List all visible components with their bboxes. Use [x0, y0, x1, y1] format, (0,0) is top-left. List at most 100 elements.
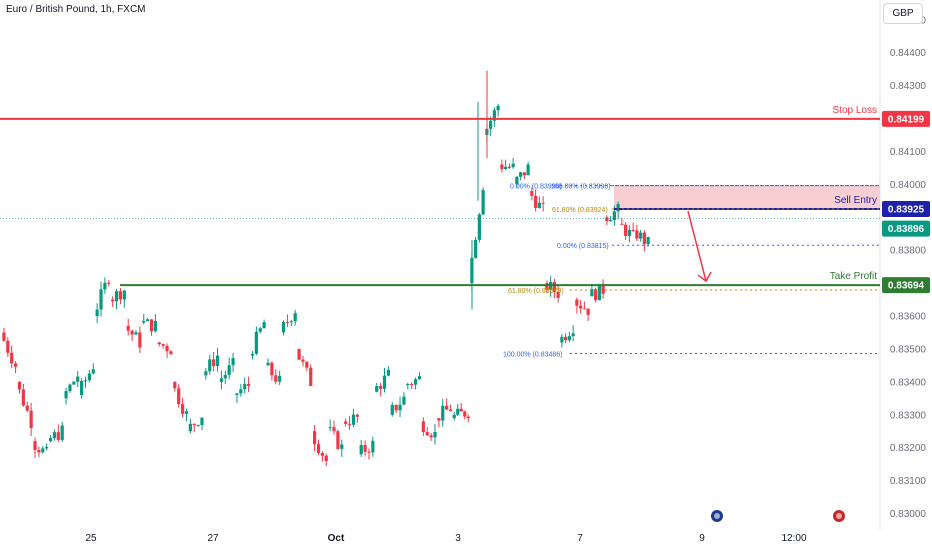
- candle-body: [227, 365, 231, 375]
- candle-body: [107, 282, 111, 284]
- candle-body: [545, 283, 549, 290]
- y-tick-label: 0.83600: [890, 312, 927, 323]
- x-tick-label: 7: [577, 533, 583, 544]
- candle-body: [609, 220, 613, 222]
- candle-body: [29, 410, 33, 429]
- candle-body: [474, 239, 478, 258]
- candle-body: [445, 405, 449, 410]
- candle-body: [386, 369, 390, 376]
- candle-body: [250, 353, 255, 356]
- candle-body: [111, 299, 115, 302]
- candle-body: [56, 432, 60, 440]
- candle-body: [504, 166, 508, 170]
- fib-label: 61.80% (0.83679): [508, 288, 564, 295]
- candle-body: [481, 190, 485, 215]
- y-tick-label: 0.84000: [890, 180, 927, 191]
- event-icons: [711, 510, 845, 522]
- candle-body: [441, 405, 445, 421]
- candle-body: [219, 378, 224, 382]
- currency-selector[interactable]: GBP: [883, 3, 923, 24]
- candle-body: [258, 328, 262, 332]
- x-tick-label: 27: [207, 533, 219, 544]
- candle-body: [489, 120, 493, 129]
- candle-body: [367, 451, 371, 453]
- candle-body: [324, 455, 328, 461]
- y-tick-label: 0.83800: [890, 246, 927, 257]
- candle-body: [165, 345, 169, 352]
- candle-body: [83, 380, 88, 382]
- candle-body: [64, 391, 68, 399]
- candle-body: [477, 214, 481, 240]
- price-levels: Stop Loss Sell Entry Take Profit 0.84199 0.8…: [0, 105, 930, 294]
- stop-loss-price-tag: 0.84199: [888, 114, 925, 125]
- candle-body: [519, 172, 523, 177]
- take-profit-price-tag-bg: [882, 277, 930, 294]
- take-profit-price-tag: 0.83694: [888, 281, 925, 292]
- candle-body: [37, 450, 41, 453]
- candle-body: [204, 371, 208, 376]
- y-tick-label: 0.83400: [890, 377, 927, 388]
- candle-body: [379, 385, 383, 389]
- candle-body: [507, 166, 511, 168]
- candle-body: [624, 224, 628, 236]
- x-tick-label: 9: [699, 533, 705, 544]
- candle-body: [262, 322, 266, 329]
- candle-body: [21, 389, 25, 406]
- candle-body: [571, 333, 575, 337]
- candle-body: [390, 404, 394, 415]
- event-flag-icon-inner: [714, 513, 720, 519]
- candle-body: [293, 313, 297, 322]
- fib-label: 100.00% (0.83990): [551, 184, 611, 191]
- candle-body: [406, 384, 410, 386]
- sell-arrow-head: [697, 271, 712, 283]
- candle-body: [80, 380, 84, 396]
- candle-body: [215, 355, 220, 367]
- candle-body: [91, 369, 95, 374]
- candle-body: [410, 384, 414, 386]
- candle-body: [122, 290, 126, 300]
- candle-body: [103, 282, 107, 290]
- current-price-tag: 0.83896: [888, 224, 925, 235]
- candle-body: [456, 408, 460, 415]
- candle-body: [99, 289, 103, 310]
- candle-body: [375, 385, 379, 392]
- candle-body: [278, 375, 282, 382]
- candle-body: [371, 440, 375, 453]
- candle-body: [398, 404, 402, 411]
- candle-body: [363, 444, 367, 452]
- candle-body: [421, 421, 425, 433]
- current-price-tag-bg: [882, 220, 930, 237]
- candle-body: [425, 432, 429, 436]
- candle-body: [530, 190, 534, 196]
- candle-body: [274, 375, 278, 382]
- candle-body: [394, 404, 398, 411]
- candle-body: [534, 195, 538, 208]
- candle-body: [616, 204, 620, 212]
- candle-body: [597, 283, 601, 301]
- candle-body: [289, 321, 293, 323]
- x-tick-label: 12:00: [781, 533, 806, 544]
- candle-body: [95, 309, 99, 317]
- candle-body: [564, 336, 568, 341]
- candle-body: [134, 332, 138, 335]
- candle-body: [192, 423, 196, 426]
- candle-body: [243, 383, 247, 390]
- candle-body: [575, 299, 579, 306]
- candle-body: [492, 110, 496, 121]
- fib-label: 0.00% (0.83815): [557, 243, 609, 250]
- candle-body: [359, 444, 363, 455]
- candle-body: [114, 291, 119, 302]
- sell-arrow-shaft: [687, 210, 707, 282]
- candle-body: [157, 342, 161, 345]
- candle-body: [10, 352, 14, 364]
- candle-body: [188, 423, 192, 432]
- candle-body: [173, 381, 177, 389]
- candle-body: [45, 447, 49, 449]
- candle-body: [515, 176, 519, 185]
- y-tick-label: 0.83200: [890, 443, 927, 454]
- candle-body: [281, 321, 286, 333]
- candle-body: [382, 375, 387, 389]
- fib-label: 61.80% (0.83924): [552, 207, 608, 214]
